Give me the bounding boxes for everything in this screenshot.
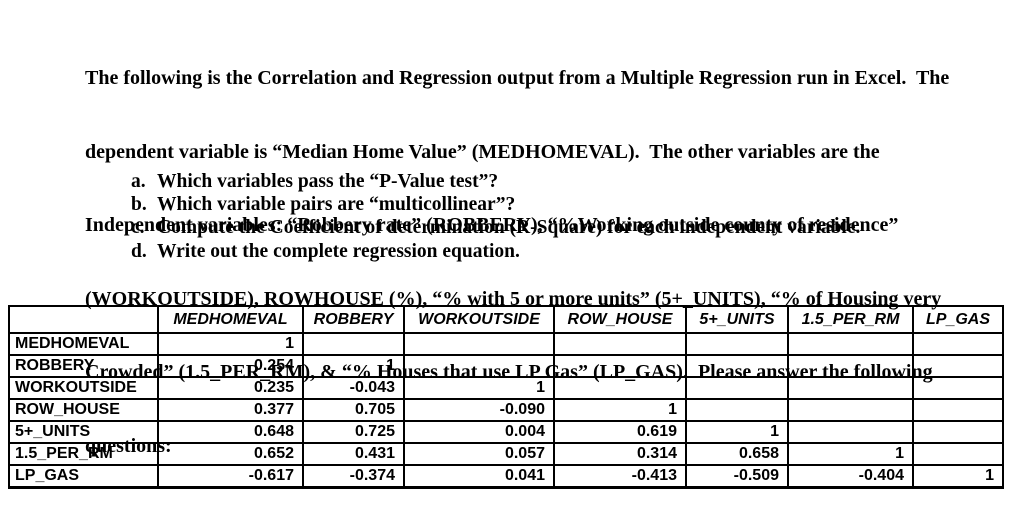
cell-MEDHOMEVAL-MEDHOMEVAL: 1 bbox=[157, 332, 304, 356]
row-label-MEDHOMEVAL: MEDHOMEVAL bbox=[8, 332, 159, 356]
column-header-ROBBERY: ROBBERY bbox=[302, 305, 405, 334]
cell-LP_GAS-1.5_PER_RM: -0.404 bbox=[787, 464, 914, 488]
intro-line-2: dependent variable is “Median Home Value… bbox=[85, 140, 880, 163]
intro-line-1: The following is the Correlation and Reg… bbox=[85, 67, 950, 89]
cell-WORKOUTSIDE-5+_UNITS bbox=[685, 376, 789, 400]
question-a-text: Which variables pass the “P-Value test”? bbox=[157, 171, 499, 192]
cell-ROW_HOUSE-MEDHOMEVAL: 0.377 bbox=[157, 398, 304, 422]
cell-MEDHOMEVAL-LP_GAS bbox=[912, 332, 1004, 356]
cell-LP_GAS-MEDHOMEVAL: -0.617 bbox=[157, 464, 304, 488]
cell-LP_GAS-5+_UNITS: -0.509 bbox=[685, 464, 789, 488]
row-label-WORKOUTSIDE: WORKOUTSIDE bbox=[8, 376, 159, 400]
cell-WORKOUTSIDE-MEDHOMEVAL: 0.235 bbox=[157, 376, 304, 400]
cell-ROBBERY-ROW_HOUSE bbox=[553, 354, 687, 378]
cell-WORKOUTSIDE-1.5_PER_RM bbox=[787, 376, 914, 400]
cell-ROW_HOUSE-ROW_HOUSE: 1 bbox=[553, 398, 687, 422]
cell-ROBBERY-ROBBERY: 1 bbox=[302, 354, 405, 378]
table-row-1.5_PER_RM: 1.5_PER_RM 0.652 0.431 0.057 0.314 0.658 1 bbox=[8, 442, 1004, 466]
question-b-letter: b. bbox=[131, 194, 147, 216]
table-row-ROW_HOUSE: ROW_HOUSE 0.377 0.705 -0.090 1 bbox=[8, 398, 1004, 422]
question-d: d. Write out the complete regression equ… bbox=[131, 240, 860, 263]
question-a: a. Which variables pass the “P-Value tes… bbox=[131, 170, 860, 193]
cell-LP_GAS-ROBBERY: -0.374 bbox=[302, 464, 405, 488]
cell-LP_GAS-LP_GAS: 1 bbox=[912, 464, 1004, 488]
column-header-1.5_PER_RM: 1.5_PER_RM bbox=[787, 305, 914, 334]
row-label-LP_GAS: LP_GAS bbox=[8, 464, 159, 488]
cell-1.5_PER_RM-ROBBERY: 0.431 bbox=[302, 442, 405, 466]
cell-MEDHOMEVAL-WORKOUTSIDE bbox=[403, 332, 555, 356]
cell-ROBBERY-MEDHOMEVAL: 0.254 bbox=[157, 354, 304, 378]
question-d-letter: d. bbox=[131, 240, 147, 262]
row-label-ROW_HOUSE: ROW_HOUSE bbox=[8, 398, 159, 422]
cell-WORKOUTSIDE-ROBBERY: -0.043 bbox=[302, 376, 405, 400]
cell-ROBBERY-1.5_PER_RM bbox=[787, 354, 914, 378]
cell-ROBBERY-LP_GAS bbox=[912, 354, 1004, 378]
cell-1.5_PER_RM-1.5_PER_RM: 1 bbox=[787, 442, 914, 466]
intro-line-3: Independent variables: “Robbery rate” (R… bbox=[85, 214, 899, 236]
cell-MEDHOMEVAL-ROW_HOUSE bbox=[553, 332, 687, 356]
cell-ROBBERY-WORKOUTSIDE bbox=[403, 354, 555, 378]
cell-1.5_PER_RM-ROW_HOUSE: 0.314 bbox=[553, 442, 687, 466]
correlation-table: MEDHOMEVAL ROBBERY WORKOUTSIDE ROW_HOUSE 5+_… bbox=[8, 305, 1004, 489]
cell-1.5_PER_RM-WORKOUTSIDE: 0.057 bbox=[403, 442, 555, 466]
question-b: b. Which variable pairs are “multicollin… bbox=[131, 193, 860, 216]
cell-5+_UNITS-MEDHOMEVAL: 0.648 bbox=[157, 420, 304, 444]
cell-1.5_PER_RM-5+_UNITS: 0.658 bbox=[685, 442, 789, 466]
cell-ROW_HOUSE-WORKOUTSIDE: -0.090 bbox=[403, 398, 555, 422]
cell-ROW_HOUSE-5+_UNITS bbox=[685, 398, 789, 422]
cell-5+_UNITS-5+_UNITS: 1 bbox=[685, 420, 789, 444]
table-row-ROBBERY: ROBBERY 0.254 1 bbox=[8, 354, 1004, 378]
intro-line-4: (WORKOUTSIDE), ROWHOUSE (%), “% with 5 o… bbox=[85, 287, 942, 310]
correlation-table-body: MEDHOMEVAL 1 ROBBERY 0.254 1 WORKOUTSIDE 0.235… bbox=[8, 332, 1004, 488]
cell-LP_GAS-ROW_HOUSE: -0.413 bbox=[553, 464, 687, 488]
cell-MEDHOMEVAL-ROBBERY bbox=[302, 332, 405, 356]
cell-5+_UNITS-WORKOUTSIDE: 0.004 bbox=[403, 420, 555, 444]
cell-ROBBERY-5+_UNITS bbox=[685, 354, 789, 378]
cell-LP_GAS-WORKOUTSIDE: 0.041 bbox=[403, 464, 555, 488]
row-label-5+_UNITS: 5+_UNITS bbox=[8, 420, 159, 444]
cell-5+_UNITS-ROBBERY: 0.725 bbox=[302, 420, 405, 444]
cell-1.5_PER_RM-LP_GAS bbox=[912, 442, 1004, 466]
cell-MEDHOMEVAL-5+_UNITS bbox=[685, 332, 789, 356]
cell-1.5_PER_RM-MEDHOMEVAL: 0.652 bbox=[157, 442, 304, 466]
question-c-letter: c. bbox=[131, 217, 145, 239]
row-label-ROBBERY: ROBBERY bbox=[8, 354, 159, 378]
cell-5+_UNITS-1.5_PER_RM bbox=[787, 420, 914, 444]
correlation-table-head: MEDHOMEVAL ROBBERY WORKOUTSIDE ROW_HOUSE 5+_… bbox=[8, 305, 1004, 334]
column-header-MEDHOMEVAL: MEDHOMEVAL bbox=[157, 305, 304, 334]
cell-WORKOUTSIDE-LP_GAS bbox=[912, 376, 1004, 400]
table-row-5+_UNITS: 5+_UNITS 0.648 0.725 0.004 0.619 1 bbox=[8, 420, 1004, 444]
cell-5+_UNITS-LP_GAS bbox=[912, 420, 1004, 444]
table-row-LP_GAS: LP_GAS -0.617 -0.374 0.041 -0.413 -0.509 -0.40… bbox=[8, 464, 1004, 488]
question-b-text: Which variable pairs are “multicollinear… bbox=[157, 194, 516, 216]
question-c-text: Compute the Coefficient of determination… bbox=[157, 217, 861, 239]
cell-5+_UNITS-ROW_HOUSE: 0.619 bbox=[553, 420, 687, 444]
table-row-WORKOUTSIDE: WORKOUTSIDE 0.235 -0.043 1 bbox=[8, 376, 1004, 400]
correlation-table-head-row: MEDHOMEVAL ROBBERY WORKOUTSIDE ROW_HOUSE 5+_… bbox=[8, 305, 1004, 334]
column-header-5+_UNITS: 5+_UNITS bbox=[685, 305, 789, 334]
table-row-MEDHOMEVAL: MEDHOMEVAL 1 bbox=[8, 332, 1004, 356]
question-a-letter: a. bbox=[131, 171, 146, 192]
row-label-1.5_PER_RM: 1.5_PER_RM bbox=[8, 442, 159, 466]
question-d-text: Write out the complete regression equati… bbox=[157, 240, 520, 262]
cell-ROW_HOUSE-LP_GAS bbox=[912, 398, 1004, 422]
cell-MEDHOMEVAL-1.5_PER_RM bbox=[787, 332, 914, 356]
column-header-ROW_HOUSE: ROW_HOUSE bbox=[553, 305, 687, 334]
cell-ROW_HOUSE-1.5_PER_RM bbox=[787, 398, 914, 422]
cell-ROW_HOUSE-ROBBERY: 0.705 bbox=[302, 398, 405, 422]
cell-WORKOUTSIDE-ROW_HOUSE bbox=[553, 376, 687, 400]
question-c: c. Compute the Coefficient of determinat… bbox=[131, 216, 860, 239]
cell-WORKOUTSIDE-WORKOUTSIDE: 1 bbox=[403, 376, 555, 400]
corner-cell bbox=[8, 305, 159, 334]
question-list: a. Which variables pass the “P-Value tes… bbox=[131, 170, 860, 263]
column-header-LP_GAS: LP_GAS bbox=[912, 305, 1004, 334]
column-header-WORKOUTSIDE: WORKOUTSIDE bbox=[403, 305, 555, 334]
